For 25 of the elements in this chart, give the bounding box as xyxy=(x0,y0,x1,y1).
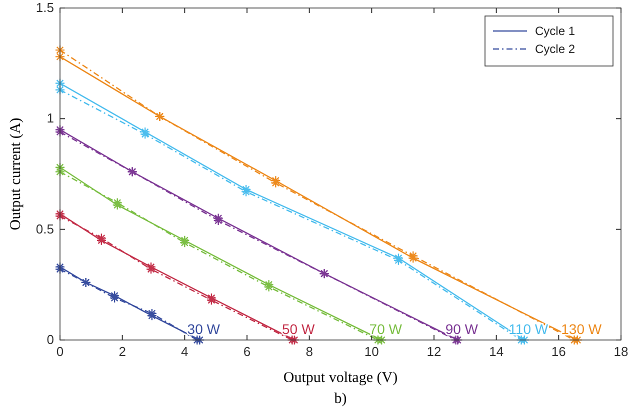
x-tick-label: 18 xyxy=(614,344,628,359)
x-tick-label: 8 xyxy=(306,344,313,359)
y-axis-title: Output current (A) xyxy=(8,118,24,230)
x-tick-label: 2 xyxy=(118,344,126,359)
x-tick-label: 4 xyxy=(181,344,188,359)
annotation: 70 W xyxy=(369,321,403,337)
annotation: 130 W xyxy=(561,321,602,337)
annotation: 110 W xyxy=(508,321,549,337)
annotation: 30 W xyxy=(187,321,221,337)
x-tick-label: 6 xyxy=(243,344,251,359)
y-tick-label: 1 xyxy=(46,110,54,126)
y-tick-label: 1.5 xyxy=(36,0,54,15)
x-tick-label: 12 xyxy=(426,344,442,359)
x-tick-label: 14 xyxy=(489,344,504,359)
annotation: 90 W xyxy=(445,321,479,337)
y-tick-label: 0 xyxy=(46,332,54,347)
x-axis-title: Output voltage (V) xyxy=(283,370,398,386)
text: b) xyxy=(334,391,347,407)
x-tick-label: 16 xyxy=(551,344,566,359)
annotation: 50 W xyxy=(282,321,316,337)
x-tick-label: 10 xyxy=(364,344,379,359)
y-tick-label: 0.5 xyxy=(36,221,54,236)
legend-label: Cycle 1 xyxy=(535,24,576,38)
x-tick-label: 0 xyxy=(56,344,64,359)
legend-label: Cycle 2 xyxy=(535,42,576,56)
